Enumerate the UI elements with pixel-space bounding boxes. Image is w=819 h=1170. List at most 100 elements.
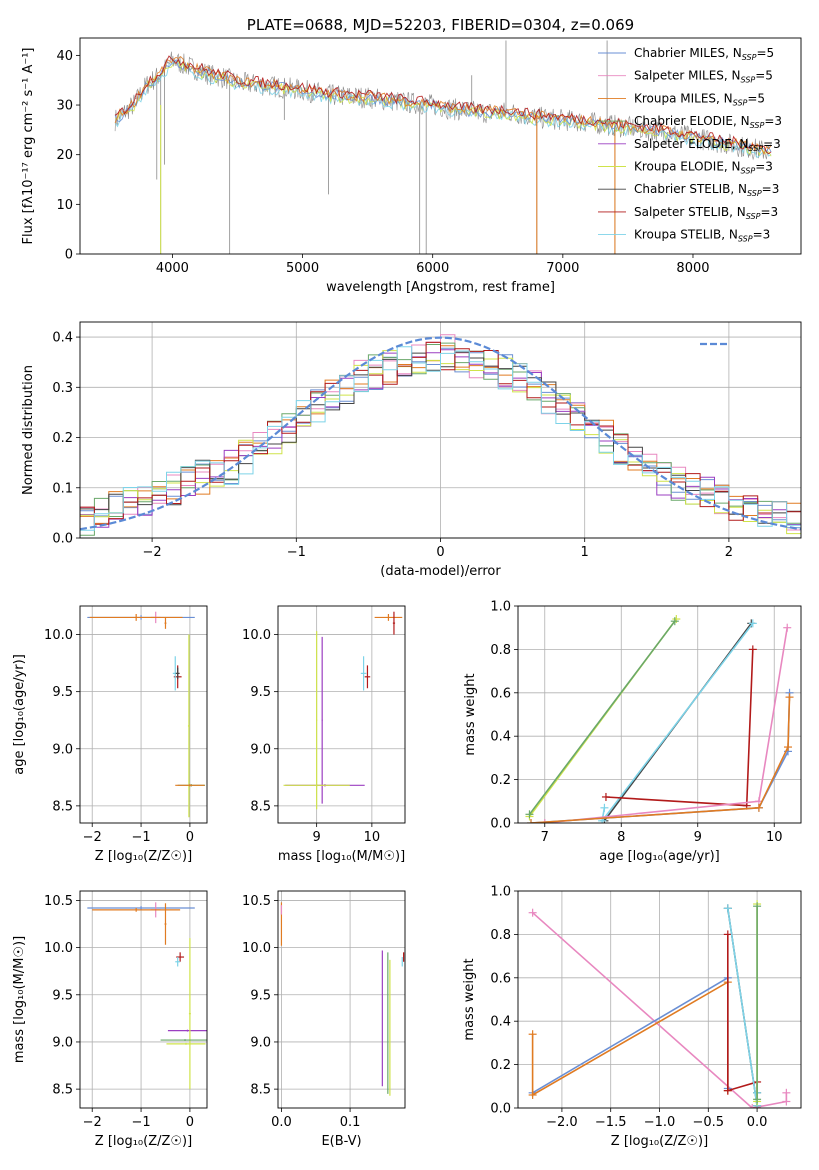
x-tick-label: −2: [83, 830, 102, 845]
panel-mass-vs-ebv: 0.0 0.1 8.5 9.0 9.5 10.0 10.5 E(B-V): [242, 890, 406, 1149]
y-tick-label: 0.4: [490, 1015, 511, 1030]
weight-line: [727, 908, 758, 1106]
x-tick-label: 9: [313, 830, 321, 845]
weight-line: [528, 620, 676, 815]
axes-frame: [79, 890, 208, 1109]
data-spectrum-line: [114, 51, 772, 161]
x-tick-label: 0.0: [271, 1115, 292, 1130]
x-axis-label: wavelength [Angstrom, rest frame]: [326, 280, 555, 295]
y-tick-label: 1.0: [490, 600, 511, 615]
x-tick-label: −0.5: [693, 1115, 725, 1130]
x-axis-label: Z [log₁₀(Z/Z☉)]: [95, 1134, 192, 1149]
y-tick-label: 30: [56, 99, 73, 114]
x-tick-label: −2: [83, 1115, 102, 1130]
x-axis-label: Z [log₁₀(Z/Z☉)]: [95, 849, 192, 864]
y-tick-label: 10.5: [242, 894, 271, 909]
y-tick-label: 0.6: [490, 971, 511, 986]
legend-subscript: SSP: [747, 189, 762, 198]
x-tick-label: 8: [617, 830, 625, 845]
legend-label: Chabrier STELIB, NSSP=3: [634, 182, 779, 198]
legend-subscript: SSP: [741, 167, 756, 176]
y-tick-label: 10.0: [44, 941, 73, 956]
y-tick-label: 9.0: [250, 742, 271, 757]
y-tick-label: 0.8: [490, 643, 511, 658]
legend-model: Kroupa MILES, N: [634, 91, 733, 105]
legend-subscript: SSP: [738, 235, 753, 244]
plot-area: [283, 611, 403, 810]
legend-label: Salpeter STELIB, NSSP=3: [634, 205, 778, 221]
x-tick-label: 8000: [676, 261, 709, 276]
chart-title: PLATE=0688, MJD=52203, FIBERID=0304, z=0…: [247, 16, 634, 34]
y-tick-label: 0.6: [490, 686, 511, 701]
x-tick-label: 4000: [156, 261, 189, 276]
y-tick-label: 8.5: [250, 1083, 271, 1098]
x-axis-label: Z [log₁₀(Z/Z☉)]: [611, 1134, 708, 1149]
legend-n: =3: [753, 228, 771, 242]
legend-label: Chabrier ELODIE, NSSP=3: [634, 114, 782, 130]
y-tick-label: 0.0: [52, 532, 73, 547]
axes-frame: [79, 37, 802, 255]
y-tick-label: 0.4: [490, 730, 511, 745]
x-tick-label: 6000: [416, 261, 449, 276]
y-tick-label: 10.0: [242, 628, 271, 643]
y-tick-label: 9.0: [52, 742, 73, 757]
model-line: [114, 55, 772, 155]
y-tick-label: 1.0: [490, 885, 511, 900]
y-tick-label: 0.4: [52, 331, 73, 346]
legend-n: =3: [764, 114, 782, 128]
axes-frame: [517, 890, 802, 1109]
x-axis-label: (data-model)/error: [380, 564, 501, 579]
panel-age-vs-Z: −2 −1 0 8.5 9.0 9.5 10.0 Z [log₁₀(Z/Z☉)] age [lo…: [12, 605, 208, 864]
y-tick-label: 10.5: [44, 894, 73, 909]
x-axis-label: E(B-V): [321, 1134, 361, 1149]
x-tick-label: −2: [143, 545, 162, 560]
y-tick-label: 0.2: [52, 431, 73, 446]
y-tick-label: 20: [56, 148, 73, 163]
x-tick-label: −1: [287, 545, 306, 560]
weight-line: [544, 627, 788, 823]
axes-frame: [277, 605, 406, 824]
axes-frame: [79, 321, 802, 539]
axes-frame: [277, 890, 406, 1109]
legend-model: Salpeter STELIB, N: [634, 205, 746, 219]
plot-area: [87, 611, 206, 818]
plot-area: [525, 615, 794, 823]
legend-model: Salpeter MILES, N: [634, 69, 741, 83]
y-tick-label: 0.3: [52, 381, 73, 396]
y-axis-label: mass weight: [462, 958, 477, 1040]
plot-area: [114, 40, 772, 254]
legend-label: Salpeter ELODIE, NSSP=3: [634, 137, 781, 153]
y-tick-label: 0.0: [490, 817, 511, 832]
y-tick-label: 9.0: [52, 1035, 73, 1050]
x-tick-label: −1.0: [644, 1115, 676, 1130]
weight-line: [601, 622, 754, 822]
legend-subscript: SSP: [750, 121, 765, 130]
y-tick-label: 9.5: [52, 988, 73, 1003]
x-tick-label: 7: [541, 830, 549, 845]
legend-label: Chabrier MILES, NSSP=5: [634, 46, 774, 62]
x-tick-label: −1.5: [595, 1115, 627, 1130]
y-tick-label: 9.5: [250, 685, 271, 700]
legend-model: Kroupa ELODIE, N: [634, 160, 741, 174]
legend-subscript: SSP: [748, 144, 763, 153]
y-tick-label: 0.2: [490, 1058, 511, 1073]
y-tick-label: 0.8: [490, 928, 511, 943]
legend-model: Chabrier MILES, N: [634, 46, 742, 60]
x-tick-label: 10: [766, 830, 783, 845]
x-tick-label: 1: [581, 545, 589, 560]
legend-subscript: SSP: [746, 212, 761, 221]
x-tick-label: −1: [131, 1115, 150, 1130]
legend-n: =3: [760, 205, 778, 219]
legend-n: =5: [756, 46, 774, 60]
weight-line: [532, 912, 788, 1108]
plot-area: [80, 334, 801, 538]
legend-model: Chabrier ELODIE, N: [634, 114, 750, 128]
legend-model: Salpeter ELODIE, N: [634, 137, 748, 151]
histogram-step: [80, 346, 801, 538]
legend-n: =5: [747, 91, 765, 105]
y-tick-label: 0.0: [490, 1102, 511, 1117]
x-tick-label: 0.0: [747, 1115, 768, 1130]
legend-subscript: SSP: [733, 98, 748, 107]
